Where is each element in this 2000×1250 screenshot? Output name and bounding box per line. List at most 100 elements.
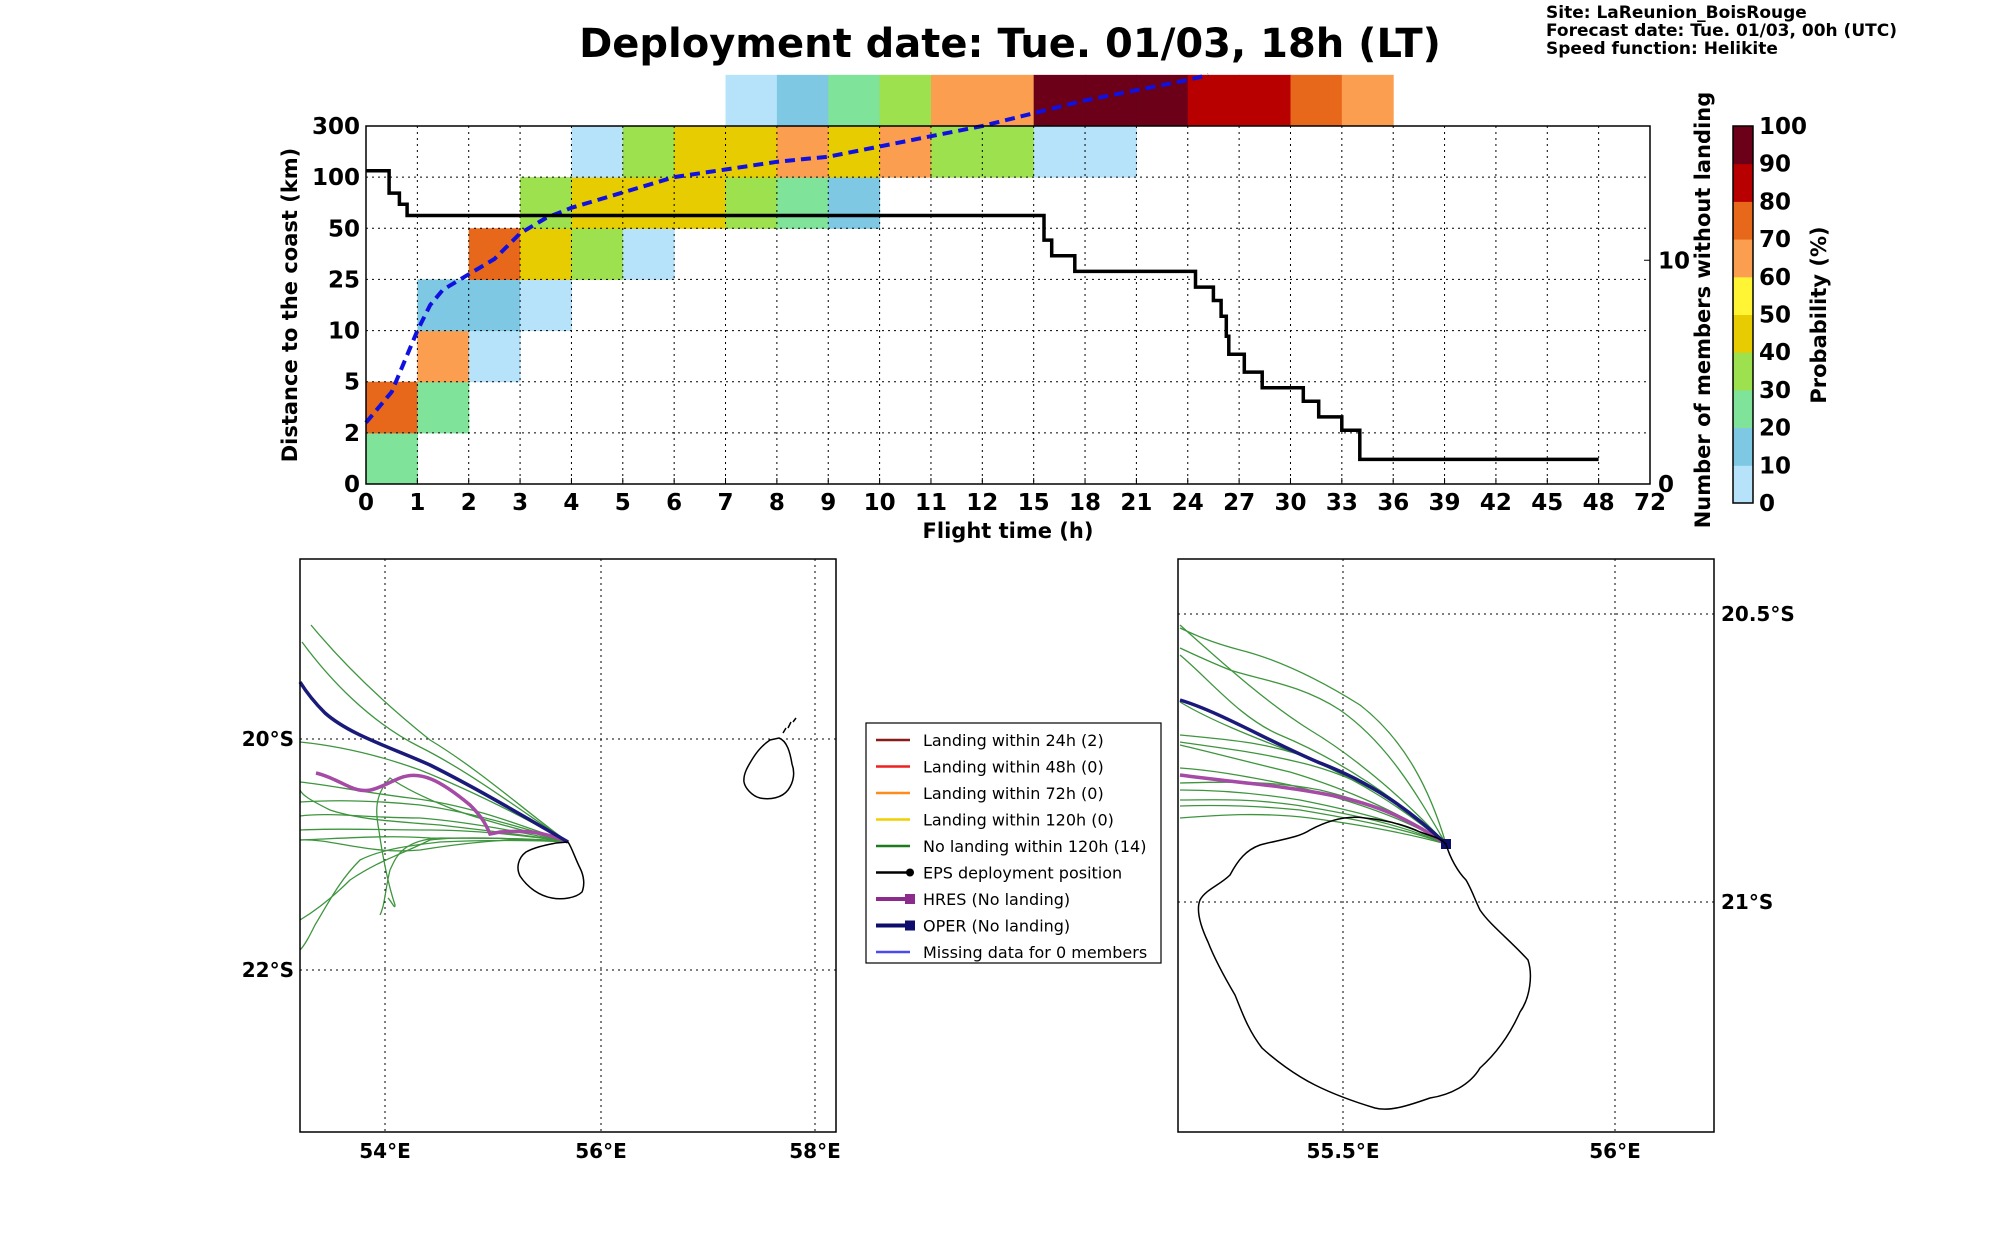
x-tick-label: 3 [512,490,528,516]
legend-label: OPER (No landing) [923,917,1070,936]
legend-marker [906,868,914,877]
heatmap-cell [725,126,778,178]
map-zoom: 55.5°E 56°E 20.5°S 21°S [1177,558,1795,1163]
speed-info: Speed function: Helikite [1546,39,1778,59]
map-zoom-lat-tick: 20.5°S [1721,602,1795,626]
site-info: Site: LaReunion_BoisRouge [1546,3,1807,23]
forecast-info: Forecast date: Tue. 01/03, 00h (UTC) [1546,21,1897,41]
colorbar-cell [1733,201,1753,240]
oper-trajectory [298,681,569,844]
x-tick-label: 42 [1480,490,1512,516]
members-without-landing-line [366,169,1599,462]
x-tick-label: 10 [864,490,896,516]
heatmap-cell [520,177,572,229]
map-overview-lon-tick: 58°E [789,1139,841,1163]
y2-tick-label: 0 [1658,472,1674,498]
x-tick-label: 21 [1120,490,1152,516]
colorbar-tick-label: 80 [1759,189,1791,215]
legend-item: OPER (No landing) [876,917,1070,936]
y-tick-label: 5 [344,370,360,396]
map-overview: 54°E 56°E 58°E 20°S 22°S [242,558,841,1163]
heatmap-cell [622,126,675,178]
y2-axis-label: Number of members without landing [1691,92,1715,529]
x-tick-label: 12 [966,490,998,516]
heatmap-cell [417,381,470,434]
x-tick-label: 2 [461,490,477,516]
x-tick-label: 0 [358,490,374,516]
y-axis-label: Distance to the coast (km) [278,148,302,463]
y-tick-label: 25 [328,267,360,293]
y-tick-label: 50 [328,216,360,242]
heatmap-cell [776,74,829,127]
colorbar-tick-label: 60 [1759,265,1791,291]
heatmap-cell [828,74,881,127]
legend: Landing within 24h (2) Landing within 48h… [865,722,1162,964]
oper-trajectory-zoom [1179,698,1448,846]
colorbar-cell [1733,427,1753,466]
heatmap-cell [930,126,983,178]
legend-item: Landing within 72h (0) [876,784,1104,803]
legend-label: HRES (No landing) [923,890,1070,909]
map-overview-lon-tick: 56°E [575,1139,627,1163]
colorbar-tick-label: 20 [1759,416,1791,442]
heatmap-cell [417,279,470,332]
legend-label: Landing within 48h (0) [923,758,1104,777]
colorbar-tick-label: 70 [1759,227,1791,253]
x-tick-label: 33 [1326,490,1358,516]
legend-label: Landing within 24h (2) [923,731,1104,750]
x-tick-label: 15 [1018,490,1050,516]
legend-item: No landing within 120h (14) [876,837,1146,856]
y-tick-label: 0 [344,472,360,498]
heatmap-cell [520,279,572,332]
heatmap-cell [1290,74,1343,127]
reunion-coastline [517,841,585,900]
x-tick-label: 48 [1583,490,1615,516]
legend-items: Landing within 24h (2) Landing within 48h… [876,731,1147,962]
legend-frame [865,722,1162,964]
heatmap-cell [674,177,727,229]
colorbar: 0 10 20 30 40 50 60 70 80 90 100 Probability (%) [1732,114,1831,517]
heatmap-cell [776,177,829,229]
map-zoom-lon-tick: 56°E [1589,1139,1641,1163]
heatmap-cell [879,126,932,178]
legend-label: Landing within 120h (0) [923,811,1114,830]
colorbar-tick-label: 10 [1759,453,1791,479]
colorbar-cell [1733,126,1753,165]
colorbar-tick-label: 0 [1759,491,1775,517]
heatmap-cell [366,381,418,434]
heatmap-cell [725,177,778,229]
legend-marker [905,894,915,904]
heatmap-cell [417,330,470,383]
y-tick-label: 2 [344,421,360,447]
colorbar-tick-label: 30 [1759,378,1791,404]
heatmap-cell [725,74,778,127]
heatmap-cell [622,228,675,280]
y-tick-label: 300 [312,114,360,140]
heatmap-cell [571,126,624,178]
map-zoom-lon-tick: 55.5°E [1306,1139,1379,1163]
y2-tick-labels: 0 10 [1644,248,1690,498]
x-tick-label: 11 [915,490,947,516]
colorbar-cell [1733,276,1753,315]
heatmap-cell [520,228,572,280]
legend-item: HRES (No landing) [876,890,1070,909]
legend-item: EPS deployment position [876,864,1122,883]
x-tick-label: 1 [409,490,425,516]
legend-item: Missing data for 0 members [876,943,1147,962]
x-tick-label: 45 [1531,490,1563,516]
colorbar-cell [1733,163,1753,202]
map-overview-lon-tick: 54°E [359,1139,411,1163]
heatmap-cell [982,126,1035,178]
probability-heatmap: 0 1 2 3 4 5 6 7 8 9 10 11 12 15 18 21 24 27 30 33 36 39 42 45 48… [278,72,1715,543]
x-tick-label: 7 [718,490,734,516]
heatmap-cell [571,177,624,229]
heatmap-cell [674,126,727,178]
hres-trajectory-zoom [1179,773,1447,846]
colorbar-tick-label: 90 [1759,152,1791,178]
x-tick-label: 4 [563,490,579,516]
heatmap-frame [365,125,1651,485]
x-tick-label: 39 [1429,490,1461,516]
map-overview-lat-tick: 20°S [242,727,294,751]
